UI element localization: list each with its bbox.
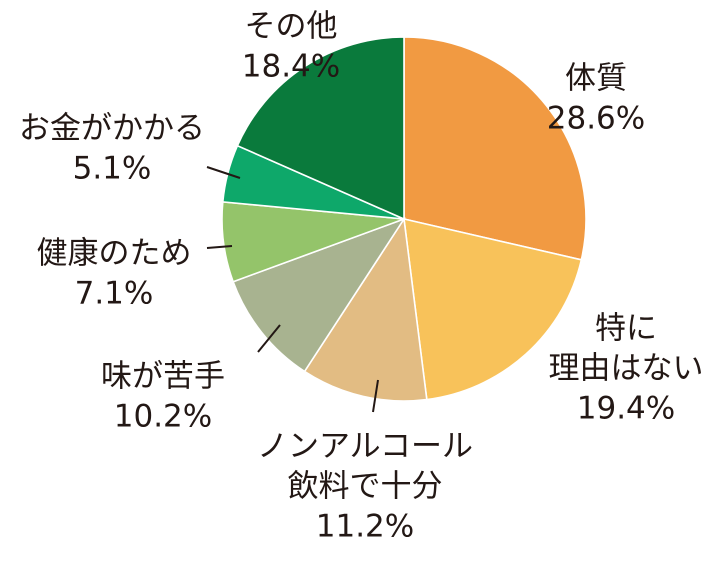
pie-slice-1 [403,217,583,401]
pie-slice-6 [236,36,405,221]
slice-category-label-6-0: その他 [245,9,338,45]
slice-value-label-5: 5.1% [73,151,152,187]
slice-value-label-3: 10.2% [114,399,212,435]
pie-slice-0 [403,36,587,261]
slice-category-label-1-1: 理由はない [549,351,704,387]
pie-slice-3 [232,217,406,373]
slice-value-label-0: 28.6% [547,101,645,137]
slice-category-label-0-0: 体質 [565,61,627,97]
leader-line-2 [372,379,379,413]
pie-slices [221,36,587,402]
slice-category-label-4-0: 健康のため [37,236,192,272]
slice-category-label-2-1: 飲料で十分 [288,469,443,505]
slice-value-label-6: 18.4% [242,49,340,85]
slice-category-label-2-0: ノンアルコール [257,429,473,465]
leader-line-5 [206,166,241,179]
slice-value-label-2: 11.2% [316,509,414,545]
slice-value-label-4: 7.1% [75,276,154,312]
leader-line-3 [257,324,281,353]
leader-lines [206,166,379,413]
slice-category-label-3-0: 味が苦手 [101,359,225,395]
slice-category-label-1-0: 特に [595,311,657,347]
leader-line-4 [206,245,233,249]
pie-slice-2 [303,216,428,402]
slice-category-label-5-0: お金がかかる [19,111,205,147]
slice-value-label-1: 19.4% [577,391,675,427]
